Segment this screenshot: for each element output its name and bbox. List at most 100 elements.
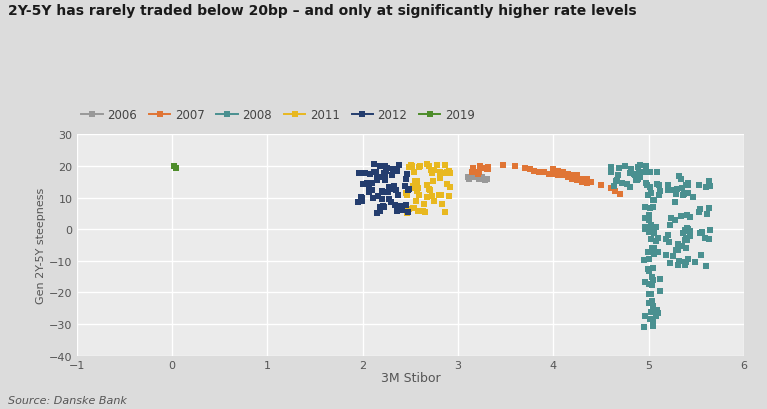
Point	[400, 190, 412, 196]
Point	[400, 205, 412, 211]
Point	[566, 176, 578, 182]
Point	[638, 224, 650, 230]
Point	[355, 194, 367, 201]
Point	[643, 229, 655, 236]
Point	[418, 201, 430, 208]
Point	[673, 174, 685, 180]
Point	[480, 176, 492, 182]
Point	[653, 182, 665, 189]
Point	[376, 189, 388, 196]
Point	[370, 169, 383, 175]
Point	[364, 171, 376, 178]
Point	[411, 188, 423, 195]
Point	[663, 239, 675, 246]
Point	[703, 184, 716, 190]
Point	[633, 169, 645, 175]
Point	[400, 177, 412, 183]
Point	[638, 257, 650, 263]
Point	[412, 208, 424, 215]
Point	[653, 192, 665, 198]
Point	[390, 168, 402, 174]
Point	[664, 260, 676, 266]
Point	[616, 180, 628, 187]
Point	[434, 175, 446, 182]
Point	[643, 256, 655, 263]
Point	[482, 166, 495, 173]
Point	[682, 190, 694, 197]
Point	[353, 171, 365, 177]
Point	[632, 176, 644, 183]
Point	[443, 168, 455, 175]
Point	[604, 164, 617, 171]
Point	[683, 233, 696, 240]
Point	[439, 162, 451, 169]
Point	[699, 235, 711, 241]
Point	[400, 191, 413, 198]
Point	[581, 176, 593, 182]
Point	[585, 179, 597, 186]
Point	[400, 210, 413, 216]
Point	[443, 170, 456, 177]
Point	[436, 201, 448, 207]
Point	[463, 176, 476, 182]
Point	[387, 166, 399, 173]
Point	[374, 204, 387, 211]
Point	[423, 164, 435, 170]
Point	[394, 204, 407, 210]
Point	[621, 181, 634, 188]
Point	[670, 192, 682, 198]
Point	[639, 313, 651, 319]
Point	[682, 227, 694, 233]
Point	[387, 172, 399, 179]
Point	[478, 165, 490, 172]
Point	[644, 316, 656, 323]
Point	[428, 168, 440, 174]
Point	[361, 180, 374, 187]
Point	[566, 173, 578, 179]
Point	[696, 252, 708, 259]
Point	[384, 184, 396, 191]
Point	[462, 174, 474, 181]
Point	[703, 205, 715, 212]
Point	[391, 209, 403, 215]
Point	[681, 212, 693, 219]
Point	[518, 165, 531, 171]
Point	[359, 170, 371, 177]
Point	[482, 165, 495, 171]
Point	[424, 188, 436, 194]
Point	[436, 170, 448, 177]
Point	[393, 162, 405, 169]
Point	[675, 176, 687, 182]
Point	[356, 195, 368, 202]
Point	[376, 174, 388, 180]
Point	[664, 222, 676, 229]
Point	[693, 209, 706, 216]
Point	[420, 209, 432, 215]
Point	[407, 205, 419, 211]
Point	[651, 169, 663, 175]
Point	[646, 299, 658, 305]
Point	[374, 204, 386, 211]
Point	[385, 199, 397, 205]
Point	[371, 210, 384, 217]
Point	[576, 176, 588, 182]
Point	[634, 174, 646, 181]
Point	[443, 184, 456, 191]
Point	[674, 213, 686, 220]
Point	[647, 197, 660, 204]
Point	[367, 196, 379, 202]
Point	[479, 178, 491, 184]
Point	[402, 187, 414, 194]
Point	[644, 205, 656, 211]
Point	[413, 192, 425, 199]
Point	[466, 169, 479, 176]
Point	[374, 208, 386, 214]
Point	[642, 267, 654, 273]
Point	[680, 237, 693, 243]
Point	[411, 178, 423, 185]
Point	[670, 186, 683, 192]
Point	[624, 184, 636, 191]
Point	[679, 237, 691, 243]
Point	[390, 187, 402, 194]
Point	[676, 185, 688, 191]
